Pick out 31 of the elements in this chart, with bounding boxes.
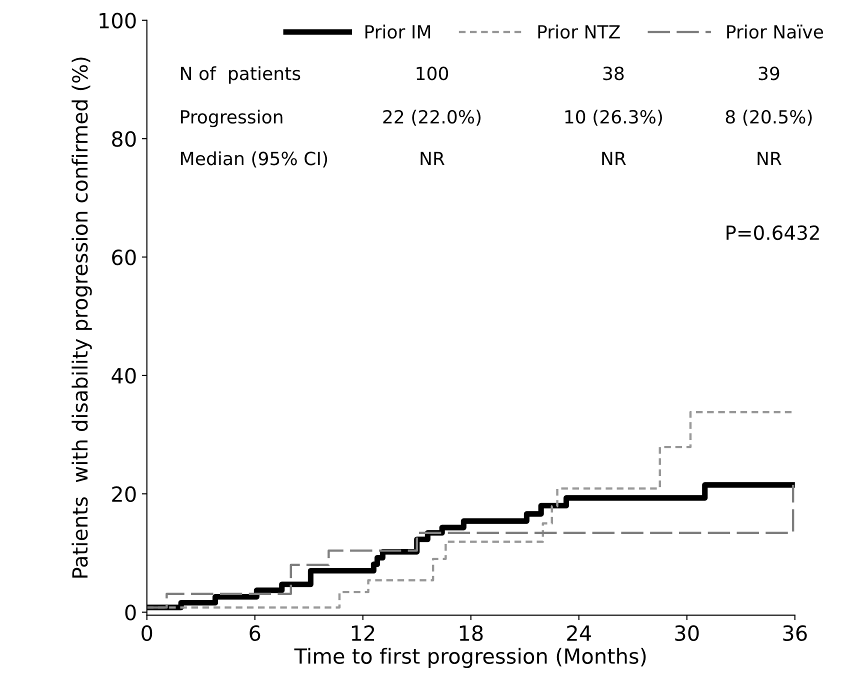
annotation: P=0.6432: [726, 225, 819, 240]
y-tick-label: 80: [112, 131, 136, 147]
x-tick-label: 18: [460, 625, 483, 642]
x-tick-label: 24: [567, 625, 591, 641]
legend-label: Prior Naïve: [727, 24, 824, 39]
annotation: 39: [758, 66, 780, 80]
legend-label: Prior NTZ: [538, 24, 620, 39]
y-tick-label: 60: [112, 250, 136, 266]
annotation: 38: [603, 66, 624, 80]
y-tick-label: 0: [125, 604, 136, 620]
y-axis-title: Patients with disability progression confirmed (%): [72, 58, 92, 578]
annotation: N of patients: [181, 66, 300, 84]
x-tick-label: 12: [352, 625, 374, 641]
annotation: 8 (20.5%): [726, 110, 812, 126]
annotation: NR: [420, 152, 445, 166]
annotation: 10 (26.3%): [565, 110, 662, 126]
y-tick-label: 40: [112, 368, 136, 384]
x-tick-label: 0: [142, 625, 152, 642]
y-tick-label: 100: [100, 12, 136, 28]
annotation: Median (95% CI): [181, 151, 328, 168]
annotation: NR: [758, 152, 782, 166]
annotation: NR: [602, 152, 626, 166]
annotation: 22 (22.0%): [383, 110, 481, 126]
y-tick-label: 20: [112, 486, 136, 502]
x-tick-label: 36: [783, 625, 807, 642]
legend-label: Prior IM: [365, 24, 430, 39]
annotation: Progression: [181, 110, 282, 128]
x-tick-label: 6: [250, 625, 260, 642]
x-tick-label: 30: [675, 625, 699, 642]
annotation: 100: [416, 66, 448, 80]
x-axis-title: Time to first progression (Months): [294, 648, 646, 668]
